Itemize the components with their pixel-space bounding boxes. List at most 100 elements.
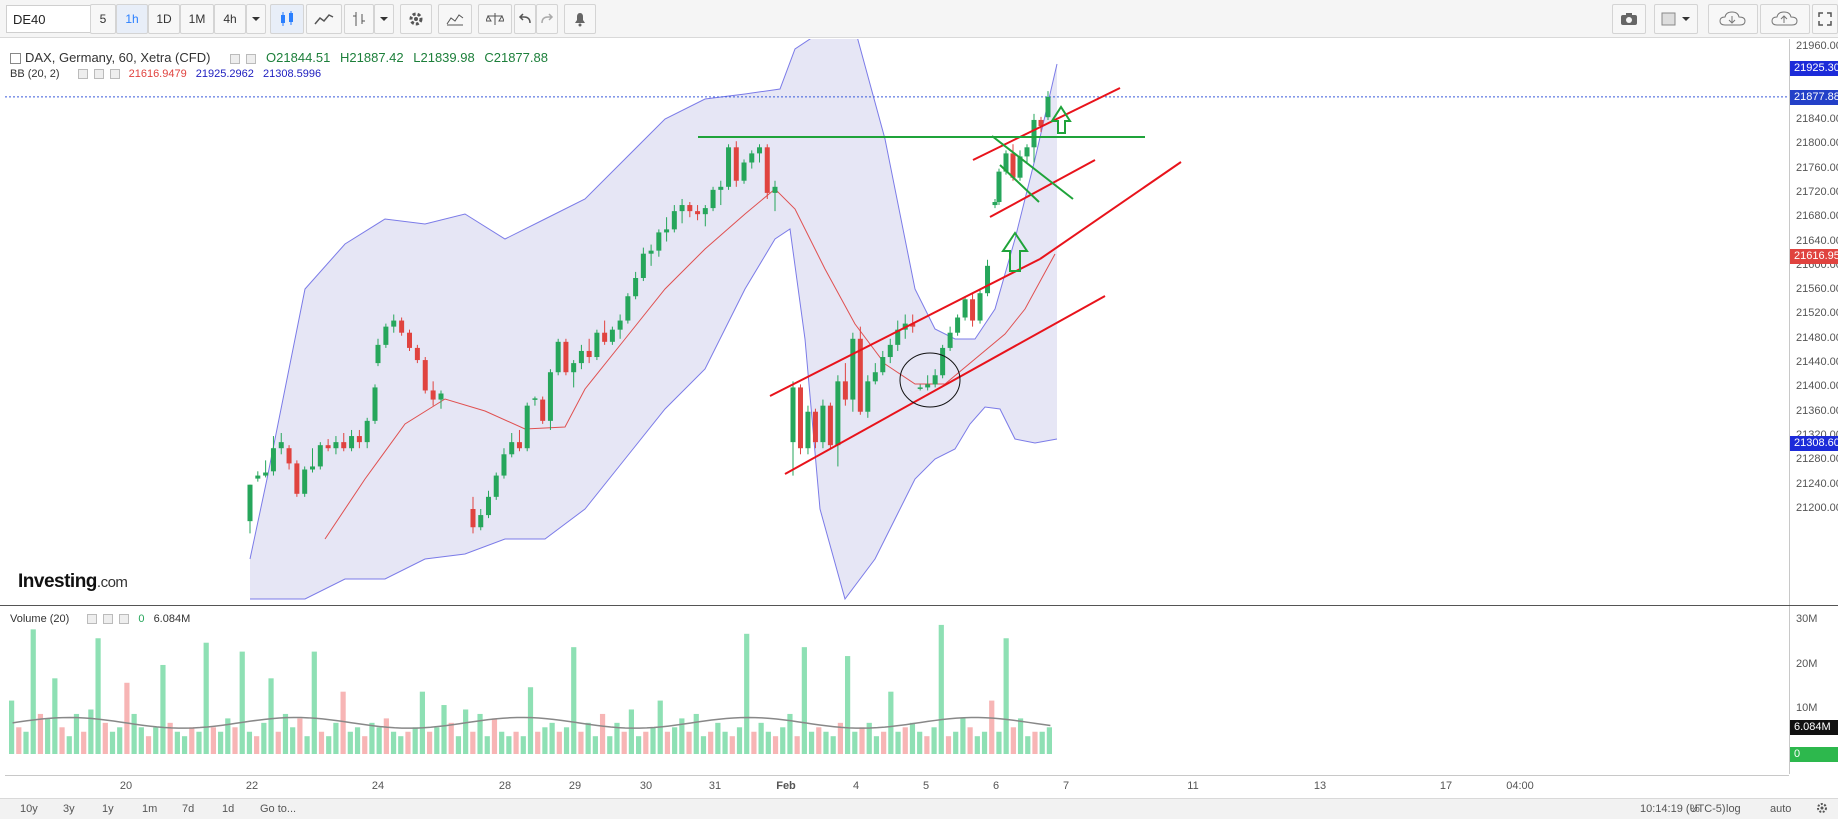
candlestick-icon[interactable] bbox=[270, 4, 304, 34]
candle-body bbox=[399, 320, 405, 333]
auto-toggle[interactable]: auto bbox=[1770, 803, 1792, 815]
hide-icon[interactable] bbox=[77, 69, 88, 80]
volume-bar bbox=[30, 629, 36, 754]
candle bbox=[790, 381, 796, 476]
volume-bar bbox=[1010, 727, 1016, 754]
volume-bar bbox=[636, 736, 642, 754]
candle bbox=[679, 198, 685, 224]
price-tick-label: 21360.00 bbox=[1796, 404, 1838, 417]
volume-bar bbox=[549, 722, 555, 754]
time-axis[interactable]: 20 22 24 28 29 30 31 Feb 4 5 6 7 11 13 17 04:00 bbox=[5, 775, 1789, 797]
candle bbox=[430, 381, 436, 406]
range-10y-button[interactable]: 10y bbox=[20, 803, 38, 815]
time-tick-label: 29 bbox=[568, 780, 582, 792]
volume-bar bbox=[664, 731, 671, 754]
volume-chart-svg[interactable] bbox=[5, 606, 1789, 774]
volume-bar bbox=[708, 731, 714, 754]
interval-1h-button[interactable]: 1h bbox=[116, 4, 148, 34]
candle bbox=[255, 471, 261, 482]
interval-5-button[interactable]: 5 bbox=[90, 4, 116, 34]
candle-body bbox=[970, 299, 976, 321]
volume-panel[interactable] bbox=[5, 606, 1789, 774]
collapse-legend-icon[interactable] bbox=[10, 53, 21, 65]
compare-scale-icon[interactable] bbox=[478, 4, 512, 34]
candle bbox=[263, 460, 269, 478]
candle-body bbox=[586, 350, 592, 358]
candle-body bbox=[563, 341, 569, 373]
volume-bar bbox=[311, 651, 317, 754]
candle bbox=[563, 338, 569, 376]
line-chart-icon[interactable] bbox=[306, 4, 342, 34]
close-icon[interactable] bbox=[119, 614, 130, 625]
hide-icon[interactable] bbox=[230, 53, 241, 64]
indicators-icon[interactable] bbox=[438, 4, 472, 34]
candle-body bbox=[1024, 147, 1030, 157]
candle bbox=[664, 217, 670, 242]
goto-button[interactable]: Go to... bbox=[260, 803, 297, 815]
volume-bar bbox=[563, 727, 570, 754]
fullscreen-icon[interactable] bbox=[1812, 4, 1838, 34]
volume-bar bbox=[909, 722, 916, 754]
volume-bar bbox=[499, 731, 505, 754]
chevron-down-icon[interactable] bbox=[66, 69, 72, 79]
candle bbox=[872, 363, 878, 385]
panel-separator[interactable] bbox=[0, 605, 1838, 606]
hide-icon[interactable] bbox=[87, 614, 98, 625]
candle-body bbox=[594, 332, 600, 358]
candle-body bbox=[947, 332, 953, 348]
volume-bar bbox=[736, 727, 743, 754]
range-1y-button[interactable]: 1y bbox=[102, 803, 114, 815]
candle bbox=[364, 417, 370, 449]
camera-icon[interactable] bbox=[1612, 4, 1646, 34]
log-toggle[interactable]: log bbox=[1726, 803, 1741, 815]
redo-icon[interactable] bbox=[536, 4, 558, 34]
price-axis[interactable]: 21960.0021920.0021880.0021840.0021800.00… bbox=[1789, 39, 1838, 605]
cloud-download-icon[interactable] bbox=[1708, 4, 1758, 34]
chevron-down-icon[interactable] bbox=[216, 54, 224, 64]
candle-body bbox=[664, 229, 670, 233]
interval-4h-button[interactable]: 4h bbox=[214, 4, 246, 34]
volume-bar bbox=[621, 731, 627, 754]
alert-bell-icon[interactable] bbox=[564, 4, 596, 34]
candle-body bbox=[749, 153, 755, 163]
candle bbox=[812, 408, 818, 449]
volume-bar bbox=[477, 713, 483, 754]
cloud-upload-icon[interactable] bbox=[1760, 4, 1810, 34]
volume-bar bbox=[268, 678, 274, 754]
settings-icon[interactable] bbox=[246, 53, 257, 64]
bottom-settings-icon[interactable] bbox=[1816, 802, 1828, 817]
interval-1m-button[interactable]: 1M bbox=[180, 4, 214, 34]
candle bbox=[797, 384, 803, 455]
volume-bar bbox=[592, 736, 598, 754]
volume-bar bbox=[239, 651, 245, 754]
settings-icon[interactable] bbox=[93, 69, 104, 80]
range-3y-button[interactable]: 3y bbox=[63, 803, 75, 815]
template-dropdown-icon[interactable] bbox=[1654, 4, 1698, 34]
candle-body bbox=[679, 205, 685, 212]
candle-body bbox=[255, 475, 261, 479]
range-1d-button[interactable]: 1d bbox=[222, 803, 235, 815]
settings-icon[interactable] bbox=[103, 614, 114, 625]
interval-1d-button[interactable]: 1D bbox=[148, 4, 180, 34]
interval-dropdown-icon[interactable] bbox=[246, 4, 266, 34]
candle bbox=[640, 247, 646, 282]
price-panel[interactable] bbox=[5, 28, 1789, 605]
bar-chart-icon[interactable] bbox=[344, 4, 374, 34]
chevron-down-icon[interactable] bbox=[75, 614, 81, 624]
settings-gear-icon[interactable] bbox=[400, 4, 432, 34]
chart-type-dropdown-icon[interactable] bbox=[374, 4, 394, 34]
range-1m-button[interactable]: 1m bbox=[142, 803, 158, 815]
undo-icon[interactable] bbox=[514, 4, 536, 34]
range-7d-button[interactable]: 7d bbox=[182, 803, 195, 815]
volume-bar bbox=[16, 727, 22, 754]
ohlc-high: H21887.42 bbox=[340, 50, 404, 65]
volume-axis[interactable]: 30M 20M 10M 6.084M 0 bbox=[1789, 606, 1838, 774]
volume-bar bbox=[751, 731, 757, 754]
symbol-input[interactable] bbox=[6, 5, 104, 33]
volume-value-tag: 6.084M bbox=[1790, 719, 1838, 735]
close-icon[interactable] bbox=[109, 69, 120, 80]
price-chart-svg[interactable] bbox=[5, 28, 1789, 605]
percent-toggle[interactable]: % bbox=[1690, 803, 1700, 815]
volume-bar bbox=[23, 731, 29, 754]
candle-body bbox=[985, 265, 991, 294]
